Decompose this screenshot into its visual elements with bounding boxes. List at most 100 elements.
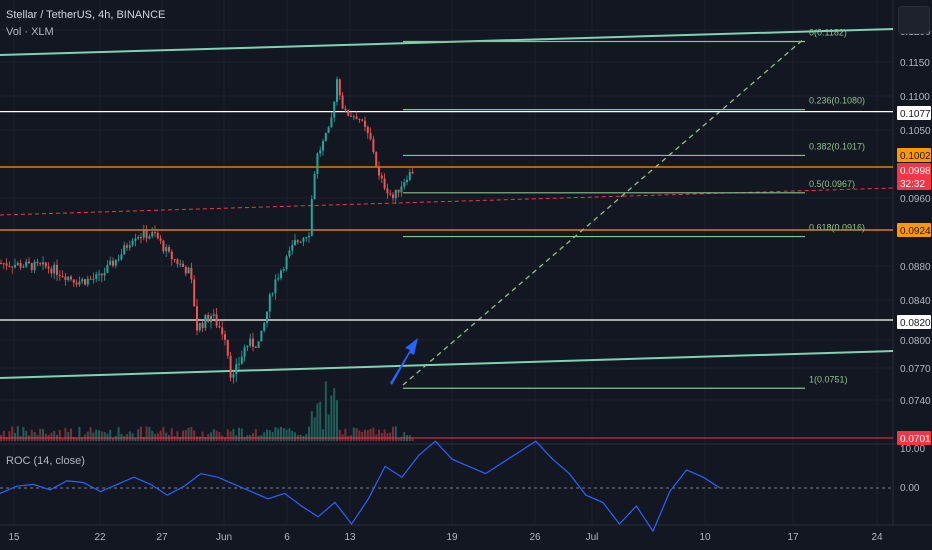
drawing-lines: 0(0.1182) 0.236(0.1080) 0.382(0.1017) 0.5(0… [0,28,894,389]
candle-body [221,327,224,335]
price-label-bg-4 [897,223,931,237]
volume-bar [190,427,193,441]
candle-body [142,230,145,238]
candle-body [299,241,302,243]
candle-body [243,347,246,357]
volume-bar [5,437,8,441]
volume-bar [19,436,22,441]
roc-tick-1: 0.00 [900,483,920,494]
price-label-3: 32:32 [900,179,925,190]
price-label-bg-6 [897,431,931,445]
candle-body [187,267,190,274]
candle-body [212,314,215,317]
time-tick-2: 27 [156,532,168,543]
candle-body [240,356,243,364]
candle-body [313,173,316,200]
price-tick-9: 0.0740 [900,396,931,407]
price-label-bg-5 [897,315,931,329]
candle-body [316,153,319,174]
candle-body [215,314,218,326]
candle-body [350,115,352,117]
candle-body [369,132,372,140]
candle-body [182,263,184,267]
volume-bar [8,431,11,441]
volume-bar [53,430,56,441]
price-label-2: 0.0998 [900,166,931,177]
roc-legend[interactable]: ROC (14, close) [6,455,85,467]
chart-menu-button[interactable] [898,6,930,34]
candle-body [327,127,330,133]
candle-body [67,276,70,281]
roc-pane [0,440,893,533]
candle-body [294,240,296,246]
candle-body [330,117,333,128]
candle-body [260,330,263,342]
candle-body [336,79,338,102]
candle-body [383,178,386,189]
volume-bar [322,429,324,441]
volume-bar [162,426,165,441]
fib-diagonal [402,37,806,386]
candle-body [238,363,240,365]
candle-body [190,267,193,280]
time-tick-8: Jul [586,532,599,543]
candle-body [47,266,50,269]
candle-body [204,314,207,329]
candle-body [198,322,201,331]
volume-bar [271,431,274,441]
volume-bar [184,429,187,441]
candle-body [84,279,86,285]
candle-body [201,322,204,329]
volume-bar [389,432,392,441]
price-tick-6: 0.0840 [900,296,931,307]
volume-bar [196,436,198,441]
volume-bar [372,427,375,441]
volume-bar [383,429,386,441]
volume-bar [400,436,403,441]
fib-label-3: 0.5(0.0967) [809,179,855,189]
volume-bar [50,432,53,441]
volume-bar [33,432,36,441]
candle-body [296,240,299,242]
volume-bar [274,427,277,441]
candle-body [184,266,187,274]
candle-body [274,279,277,294]
volume-bar [39,428,42,441]
volume-bar [67,432,70,441]
candle-body [252,338,254,347]
volume-bar [123,436,126,441]
volume-legend[interactable]: Vol · XLM [6,26,54,38]
volume-bar [201,431,204,441]
volume-bar [137,429,140,441]
volume-bar [100,431,103,441]
candle-body [397,189,400,193]
volume-bar [313,417,316,441]
candle-body [11,266,14,268]
price-tick-3: 0.1050 [900,126,931,137]
volume-bar [159,430,162,441]
candle-body [308,235,310,238]
candle-body [8,265,11,267]
candle-body [156,232,159,239]
volume-bar [179,436,182,441]
time-tick-10: 17 [787,532,799,543]
candle-body [285,256,288,270]
fib-label-2: 0.382(0.1017) [809,141,865,151]
volume-bar [30,429,33,441]
price-tick-4: 0.0960 [900,194,931,205]
candle-body [61,275,64,277]
candle-body [218,325,221,328]
volume-bar [109,429,112,441]
symbol-title[interactable]: Stellar / TetherUS, 4h, BINANCE [6,9,166,21]
candle-body [282,269,285,271]
price-label-bg-2 [897,163,931,177]
fib-label-0: 0(0.1182) [809,28,847,38]
candle-body [366,126,369,133]
candle-body [210,316,212,322]
volume-bar [92,432,95,441]
volume-bar [327,414,330,441]
candle-body [72,279,75,283]
candle-body [22,266,25,268]
candle-body [333,101,336,118]
